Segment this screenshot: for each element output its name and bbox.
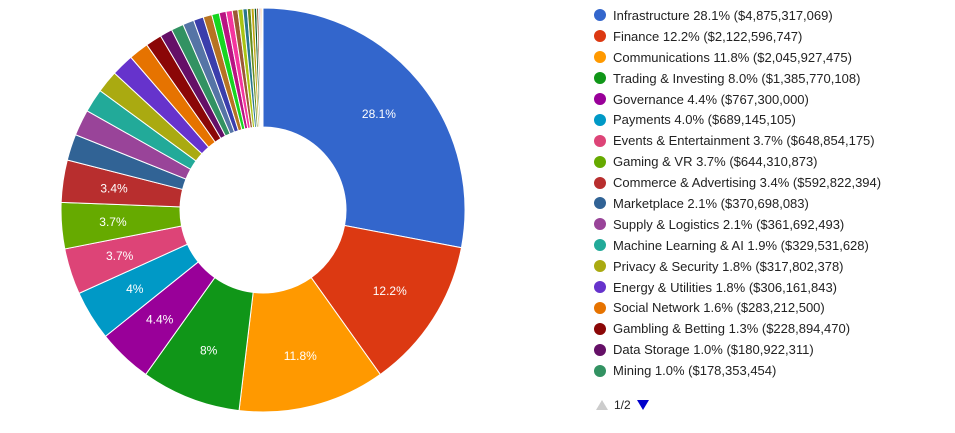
- slice-finance[interactable]: [310, 224, 463, 376]
- legend-swatch: [594, 343, 606, 356]
- legend-swatch: [594, 134, 606, 147]
- legend-label: Machine Learning & AI 1.9% ($329,531,628…: [613, 237, 869, 253]
- legend-label: Infrastructure 28.1% ($4,875,317,069): [613, 7, 833, 23]
- legend-item-events-entertainment[interactable]: Events & Entertainment 3.7% ($648,854,17…: [594, 130, 949, 151]
- slice-label-payments: 4%: [126, 282, 144, 296]
- legend-swatch: [594, 281, 606, 294]
- legend-label: Governance 4.4% ($767,300,000): [613, 91, 809, 107]
- legend-item-trading-investing[interactable]: Trading & Investing 8.0% ($1,385,770,108…: [594, 68, 949, 89]
- legend-label: Trading & Investing 8.0% ($1,385,770,108…: [613, 70, 861, 86]
- legend-swatch: [594, 301, 606, 314]
- legend-label: Social Network 1.6% ($283,212,500): [613, 300, 825, 316]
- pager-prev-button[interactable]: [595, 399, 609, 411]
- legend-swatch: [594, 72, 606, 85]
- slice-label-communications: 11.8%: [284, 349, 317, 363]
- pager-page-indicator: 1/2: [614, 398, 631, 412]
- legend-swatch: [594, 364, 606, 377]
- legend-swatch: [594, 51, 606, 64]
- slice-label-infrastructure: 28.1%: [362, 107, 396, 121]
- legend-label: Gambling & Betting 1.3% ($228,894,470): [613, 321, 851, 337]
- legend-item-social-network[interactable]: Social Network 1.6% ($283,212,500): [594, 297, 949, 318]
- legend-swatch: [594, 218, 606, 231]
- legend-label: Communications 11.8% ($2,045,927,475): [613, 49, 852, 65]
- legend-swatch: [594, 239, 606, 252]
- legend-label: Payments 4.0% ($689,145,105): [613, 112, 796, 128]
- legend-swatch: [594, 9, 606, 22]
- slice-infrastructure[interactable]: [262, 7, 466, 249]
- legend-item-gambling-betting[interactable]: Gambling & Betting 1.3% ($228,894,470): [594, 318, 949, 339]
- legend-swatch: [594, 113, 606, 126]
- slice-label-commerce-advertising: 3.4%: [100, 181, 128, 195]
- slice-label-events-entertainment: 3.7%: [106, 249, 134, 263]
- slice-minor-17[interactable]: [261, 7, 264, 128]
- legend-label: Marketplace 2.1% ($370,698,083): [613, 195, 809, 211]
- slice-label-gaming-vr: 3.7%: [99, 215, 127, 229]
- legend-item-privacy-security[interactable]: Privacy & Security 1.8% ($317,802,378): [594, 256, 949, 277]
- donut-plot: 28.1% 12.2% 11.8% 8% 4.4% 4% 3.7% 3.7% 3.4%: [60, 7, 466, 413]
- legend-label: Finance 12.2% ($2,122,596,747): [613, 28, 803, 44]
- legend-item-finance[interactable]: Finance 12.2% ($2,122,596,747): [594, 26, 949, 47]
- legend-swatch: [594, 30, 606, 43]
- legend-item-supply-logistics[interactable]: Supply & Logistics 2.1% ($361,692,493): [594, 214, 949, 235]
- legend-swatch: [594, 176, 606, 189]
- legend-label: Data Storage 1.0% ($180,922,311): [613, 342, 814, 358]
- legend-item-gaming-vr[interactable]: Gaming & VR 3.7% ($644,310,873): [594, 151, 949, 172]
- legend-pager: 1/2: [595, 398, 650, 412]
- legend-swatch: [594, 322, 606, 335]
- legend-swatch: [594, 197, 606, 210]
- legend-item-mining[interactable]: Mining 1.0% ($178,353,454): [594, 360, 949, 381]
- slice-label-finance: 12.2%: [373, 284, 407, 298]
- legend-item-data-storage[interactable]: Data Storage 1.0% ($180,922,311): [594, 339, 949, 360]
- slice-label-trading-investing: 8%: [200, 343, 218, 357]
- legend-label: Privacy & Security 1.8% ($317,802,378): [613, 258, 844, 274]
- legend-swatch: [594, 93, 606, 105]
- legend-label: Gaming & VR 3.7% ($644,310,873): [613, 154, 818, 170]
- legend-item-machine-learning-ai[interactable]: Machine Learning & AI 1.9% ($329,531,628…: [594, 235, 949, 256]
- legend-item-energy-utilities[interactable]: Energy & Utilities 1.8% ($306,161,843): [594, 277, 949, 298]
- legend-swatch: [594, 260, 606, 273]
- legend-item-governance[interactable]: Governance 4.4% ($767,300,000): [594, 89, 949, 110]
- legend-item-infrastructure[interactable]: Infrastructure 28.1% ($4,875,317,069): [594, 5, 949, 26]
- legend-swatch: [594, 155, 606, 168]
- legend-label: Events & Entertainment 3.7% ($648,854,17…: [613, 133, 875, 149]
- slice-label-governance: 4.4%: [146, 312, 174, 326]
- legend-item-communications[interactable]: Communications 11.8% ($2,045,927,475): [594, 47, 949, 68]
- legend-item-marketplace[interactable]: Marketplace 2.1% ($370,698,083): [594, 193, 949, 214]
- legend-item-payments[interactable]: Payments 4.0% ($689,145,105): [594, 109, 949, 130]
- pager-next-button[interactable]: [636, 399, 650, 411]
- legend-label: Commerce & Advertising 3.4% ($592,822,39…: [613, 175, 882, 191]
- legend-label: Mining 1.0% ($178,353,454): [613, 363, 777, 379]
- legend-label: Supply & Logistics 2.1% ($361,692,493): [613, 216, 845, 232]
- legend: Infrastructure 28.1% ($4,875,317,069) Fin…: [594, 5, 949, 381]
- legend-item-commerce-advertising[interactable]: Commerce & Advertising 3.4% ($592,822,39…: [594, 172, 949, 193]
- legend-label: Energy & Utilities 1.8% ($306,161,843): [613, 279, 838, 295]
